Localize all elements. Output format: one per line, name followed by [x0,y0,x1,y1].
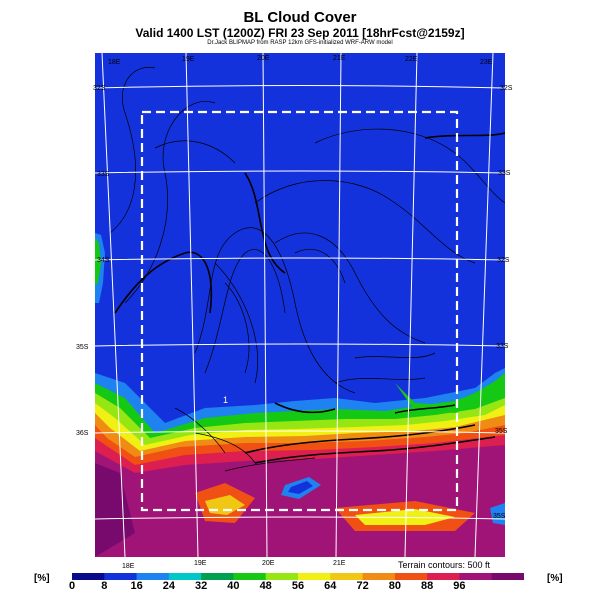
map-credit: Dr.Jack BLIPMAP from RASP 12km GFS-initi… [207,40,393,46]
colorbar-tick-label: 8 [101,580,108,592]
map-subtitle: Valid 1400 LST (1200Z) FRI 23 Sep 2011 [… [135,26,465,40]
lon-label-top-6: 23E [480,59,493,66]
lon-label-bottom-1: 18E [122,563,135,570]
colorbar [72,573,524,580]
lat-label-right-5: 35S [495,428,508,435]
lat-label-left-4: 35S [76,344,89,351]
major-contours [114,132,505,464]
colorbar-swatch [362,573,396,580]
colorbar-swatch [233,573,267,580]
lat-label-left-5: 36S [76,430,89,437]
colorbar-tick-label: 96 [453,580,466,592]
colorbar-tick-label: 56 [291,580,305,592]
colorbar-tick-label: 0 [68,580,76,592]
lon-label-bottom-3: 20E [262,560,275,567]
lon-label-top-5: 22E [405,56,418,63]
colorbar-swatch [330,573,364,580]
lat-label-left-3: 34S [97,257,110,264]
lat-label-right-1: 32S [500,85,513,92]
cloud-patch-east [395,373,505,413]
cloud-patch-southwest [95,463,135,557]
colorbar-unit-left: [%] [34,573,50,584]
lon-label-bottom-4: 21E [333,560,346,567]
colorbar-swatch [168,573,202,580]
lon-label-bottom-2: 19E [194,560,207,567]
terrain-contour-note: Terrain contours: 500 ft [398,560,491,570]
lat-label-right-6: 35S [493,513,506,520]
colorbar-swatch [459,573,493,580]
map-title: BL Cloud Cover [243,9,357,26]
lon-label-top-4: 21E [333,55,346,62]
cloud-patch-southeast [490,503,505,525]
map-marker: 1 [223,395,228,405]
colorbar-swatch [104,573,138,580]
lat-lon-grid [95,53,505,557]
cloud-patch-inland-4 [355,509,455,525]
cloud-patch-west-green [95,238,101,285]
colorbar-swatch [427,573,460,580]
colorbar-tick-label: 40 [227,580,240,592]
colorbar-swatch [265,573,299,580]
colorbar-swatch [136,573,170,580]
colorbar-tick-label: 24 [162,580,176,592]
colorbar-swatch [201,573,234,580]
colorbar-tick-label: 64 [324,580,337,592]
colorbar-tick-label: 88 [420,580,434,592]
lat-label-left-1: 32S [93,85,106,92]
colorbar-swatch [491,573,524,580]
cloud-cover-map: 1 [95,53,505,557]
clear-patch-inland-core [288,481,313,494]
colorbar-tick-label: 80 [388,580,402,592]
lat-label-right-3: 32S [497,257,510,264]
lat-label-right-4: 33S [496,343,509,350]
colorbar-tick-label: 16 [130,580,143,592]
colorbar-swatch [298,573,331,580]
colorbar-tick-label: 48 [259,580,272,592]
colorbar-unit-right: [%] [547,573,563,584]
lon-label-top-2: 19E [182,56,195,63]
lon-label-top-3: 20E [257,55,270,62]
colorbar-swatch [394,573,428,580]
inner-domain-box [140,110,459,512]
lat-label-right-2: 33S [498,170,511,177]
lon-label-top-1: 18E [108,59,121,66]
colorbar-swatch [72,573,105,580]
colorbar-tick-label: 32 [194,580,208,592]
colorbar-tick-label: 72 [356,580,369,592]
lat-label-left-2: 33S [97,171,110,178]
